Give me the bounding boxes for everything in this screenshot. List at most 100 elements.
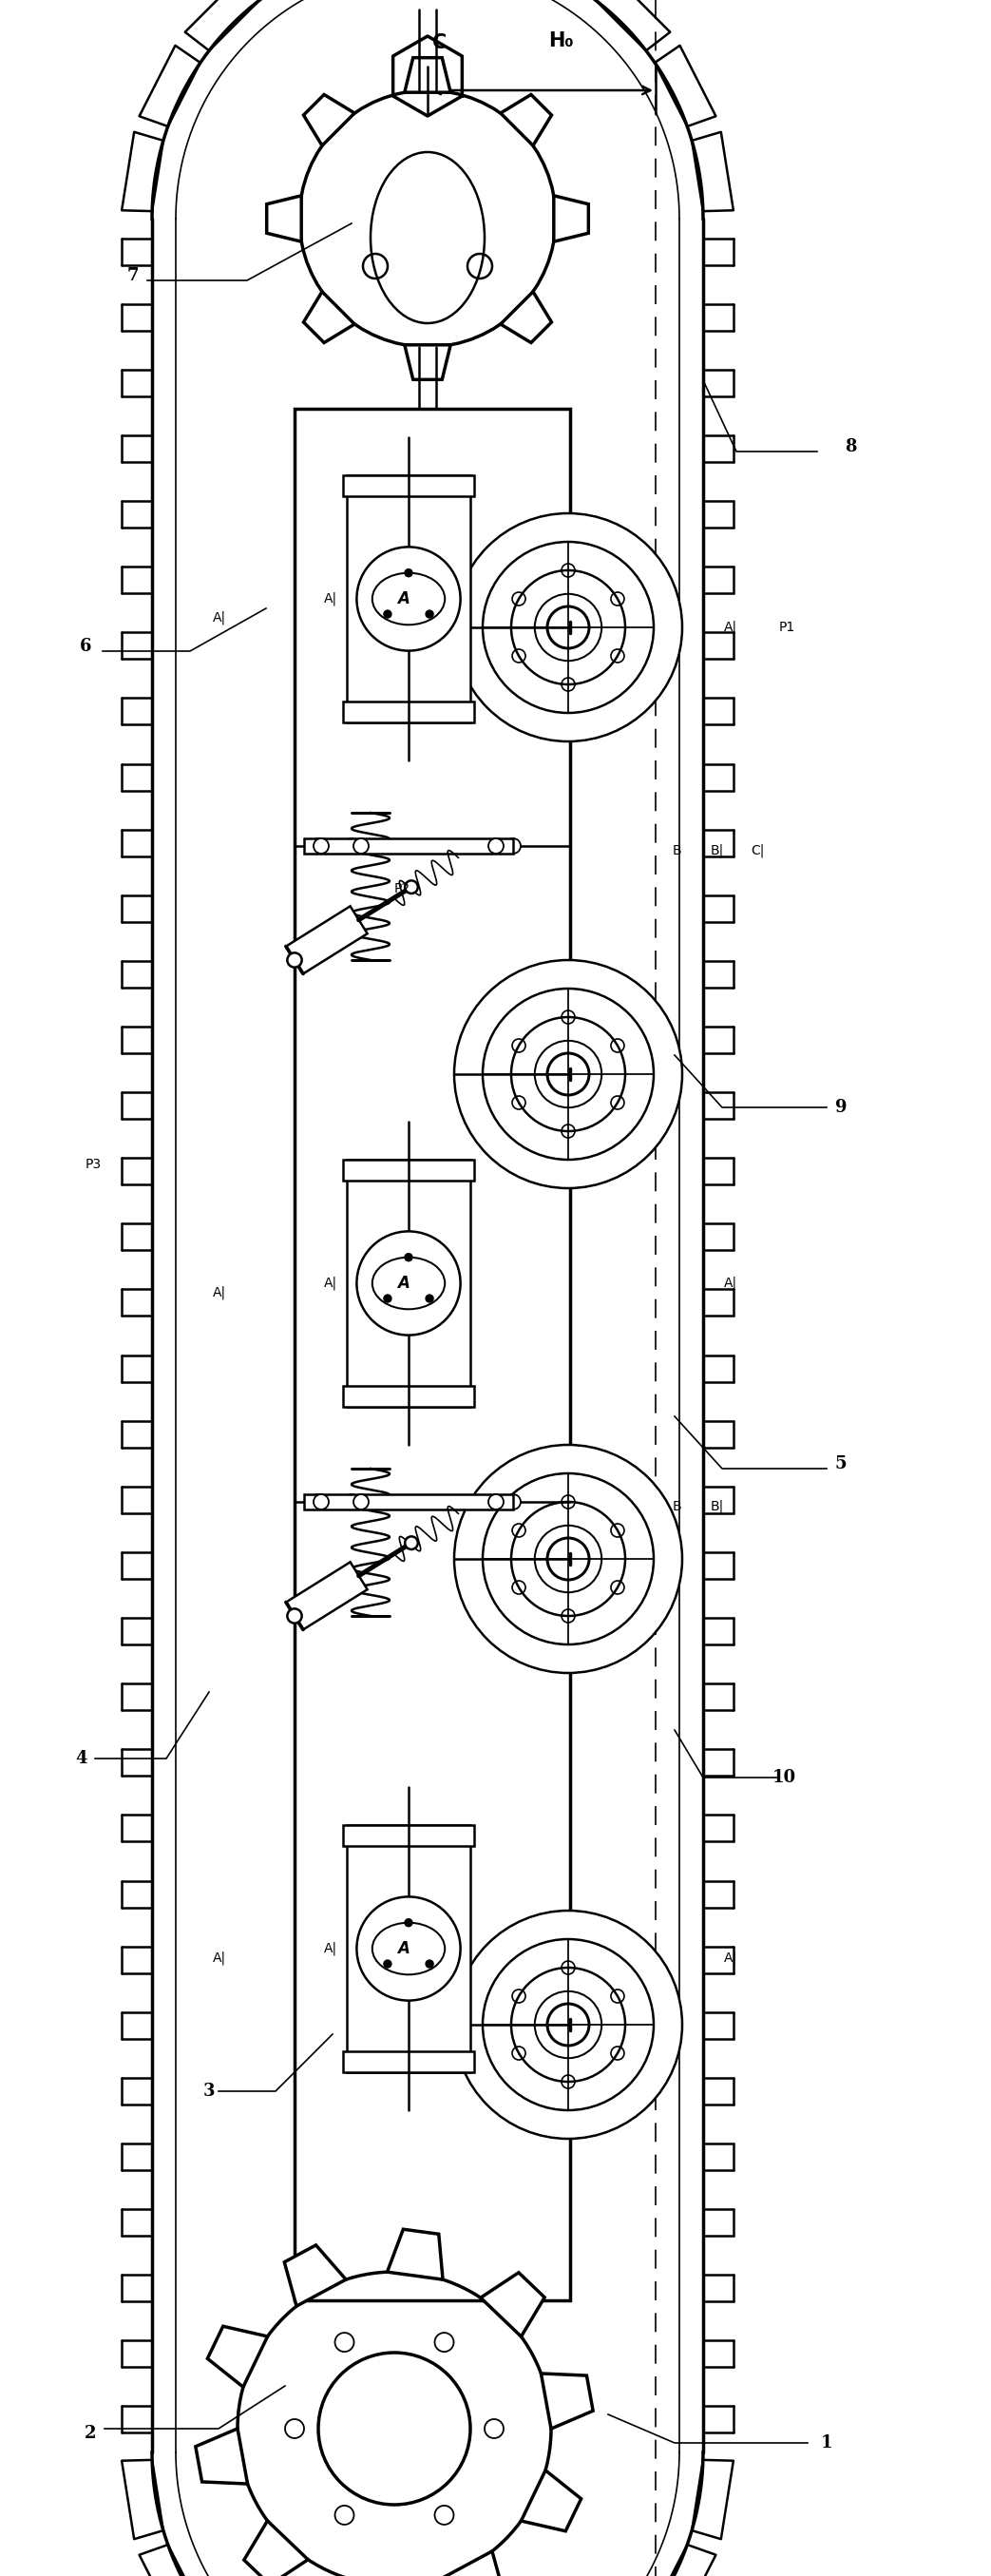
Text: H₀: H₀ bbox=[548, 31, 573, 52]
Circle shape bbox=[426, 1296, 433, 1303]
Circle shape bbox=[357, 546, 461, 652]
Polygon shape bbox=[303, 291, 355, 343]
Text: A|: A| bbox=[213, 611, 226, 626]
Text: P3: P3 bbox=[85, 1157, 102, 1172]
Text: 3: 3 bbox=[203, 2081, 215, 2099]
Polygon shape bbox=[500, 95, 552, 147]
Text: C: C bbox=[432, 33, 447, 52]
Text: 6: 6 bbox=[79, 639, 91, 654]
Circle shape bbox=[357, 1896, 461, 2002]
Polygon shape bbox=[286, 1561, 368, 1631]
Polygon shape bbox=[500, 291, 552, 343]
Circle shape bbox=[426, 1960, 433, 1968]
Polygon shape bbox=[303, 95, 355, 147]
Text: 4: 4 bbox=[75, 1749, 86, 1767]
Text: 8: 8 bbox=[844, 438, 856, 456]
Circle shape bbox=[344, 837, 359, 853]
Circle shape bbox=[344, 1494, 359, 1510]
Bar bbox=[304, 837, 513, 853]
Text: A|: A| bbox=[724, 1950, 737, 1965]
Polygon shape bbox=[207, 2326, 268, 2388]
Circle shape bbox=[505, 837, 520, 853]
Circle shape bbox=[454, 1445, 682, 1672]
Circle shape bbox=[547, 2004, 589, 2045]
Text: A|: A| bbox=[324, 1275, 337, 1291]
Text: A: A bbox=[397, 1940, 410, 1958]
Bar bbox=[304, 1494, 513, 1510]
Text: A|: A| bbox=[324, 592, 337, 605]
Circle shape bbox=[357, 1231, 461, 1334]
Text: B: B bbox=[673, 1499, 682, 1512]
Text: 7: 7 bbox=[127, 268, 139, 283]
Circle shape bbox=[354, 837, 369, 853]
Text: A: A bbox=[397, 590, 410, 608]
Circle shape bbox=[489, 837, 503, 853]
Circle shape bbox=[405, 1535, 418, 1548]
Bar bbox=[347, 1159, 471, 1406]
Polygon shape bbox=[404, 57, 451, 93]
Text: 2: 2 bbox=[84, 2424, 96, 2442]
Circle shape bbox=[454, 513, 682, 742]
Text: P2: P2 bbox=[394, 881, 410, 896]
Polygon shape bbox=[481, 2272, 545, 2336]
Circle shape bbox=[384, 611, 391, 618]
Circle shape bbox=[311, 837, 326, 853]
Text: A|: A| bbox=[724, 621, 737, 634]
Polygon shape bbox=[387, 2228, 443, 2280]
Bar bbox=[347, 1824, 471, 2071]
Ellipse shape bbox=[371, 152, 485, 322]
Circle shape bbox=[454, 961, 682, 1188]
Circle shape bbox=[454, 1911, 682, 2138]
Circle shape bbox=[384, 1296, 391, 1303]
Circle shape bbox=[354, 1494, 369, 1510]
Circle shape bbox=[287, 1607, 302, 1623]
Polygon shape bbox=[443, 2550, 504, 2576]
Polygon shape bbox=[554, 196, 589, 242]
Circle shape bbox=[405, 881, 418, 894]
Text: A|: A| bbox=[724, 1275, 737, 1291]
Circle shape bbox=[505, 1494, 520, 1510]
Circle shape bbox=[404, 569, 412, 577]
Circle shape bbox=[489, 1494, 503, 1510]
Polygon shape bbox=[521, 2470, 581, 2532]
Text: A|: A| bbox=[213, 1950, 226, 1965]
Text: 1: 1 bbox=[821, 2434, 832, 2452]
Circle shape bbox=[311, 1494, 326, 1510]
Circle shape bbox=[404, 1255, 412, 1262]
Polygon shape bbox=[286, 907, 368, 974]
Text: A: A bbox=[397, 1275, 410, 1291]
Bar bbox=[343, 1159, 474, 1180]
Polygon shape bbox=[284, 2246, 346, 2306]
Bar bbox=[294, 410, 570, 2300]
Text: P1: P1 bbox=[779, 621, 796, 634]
Bar bbox=[347, 477, 471, 721]
Polygon shape bbox=[541, 2372, 593, 2429]
Polygon shape bbox=[195, 2429, 248, 2483]
Bar bbox=[343, 701, 474, 721]
Text: 9: 9 bbox=[835, 1100, 847, 1115]
Circle shape bbox=[547, 1538, 589, 1579]
Circle shape bbox=[384, 1960, 391, 1968]
Bar bbox=[343, 477, 474, 497]
Bar bbox=[343, 1824, 474, 1847]
Polygon shape bbox=[267, 196, 301, 242]
Text: 5: 5 bbox=[834, 1455, 847, 1473]
Polygon shape bbox=[404, 345, 451, 379]
Text: C|: C| bbox=[750, 845, 764, 858]
Circle shape bbox=[547, 605, 589, 649]
Text: A|: A| bbox=[324, 1942, 337, 1955]
Circle shape bbox=[547, 1054, 589, 1095]
Circle shape bbox=[426, 611, 433, 618]
Circle shape bbox=[313, 1494, 329, 1510]
Circle shape bbox=[313, 837, 329, 853]
Text: 10: 10 bbox=[772, 1770, 796, 1785]
Polygon shape bbox=[244, 2522, 308, 2576]
Text: B|: B| bbox=[711, 1499, 724, 1515]
Bar bbox=[343, 2050, 474, 2071]
Circle shape bbox=[287, 953, 302, 969]
Text: A|: A| bbox=[213, 1285, 226, 1301]
Text: B: B bbox=[673, 845, 682, 858]
Circle shape bbox=[404, 1919, 412, 1927]
Bar bbox=[343, 1386, 474, 1406]
Text: B|: B| bbox=[711, 845, 724, 858]
